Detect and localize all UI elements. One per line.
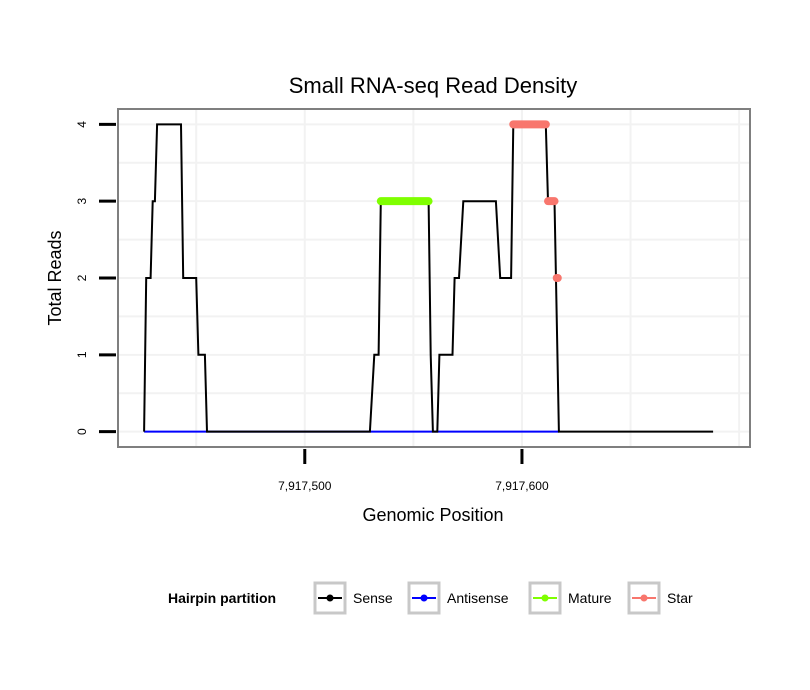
y-tick-label: 0 bbox=[75, 428, 89, 435]
legend-key-point-sense bbox=[326, 594, 334, 602]
y-tick-label: 1 bbox=[75, 351, 89, 358]
series-lines bbox=[143, 120, 714, 433]
y-tick-label: 2 bbox=[75, 274, 89, 281]
legend-key-point-mature bbox=[541, 594, 549, 602]
x-axis-label: Genomic Position bbox=[362, 505, 503, 525]
x-tick-label: 7,917,600 bbox=[495, 479, 549, 493]
grid-lines bbox=[119, 110, 749, 446]
y-tick-label: 3 bbox=[75, 198, 89, 205]
y-tick-label: 4 bbox=[75, 121, 89, 128]
legend-title: Hairpin partition bbox=[168, 590, 276, 606]
x-tick-label: 7,917,500 bbox=[278, 479, 332, 493]
sense-series-line bbox=[143, 123, 714, 433]
legend-key-point-antisense bbox=[420, 594, 428, 602]
legend-label-mature: Mature bbox=[568, 590, 612, 606]
y-axis-label: Total Reads bbox=[45, 230, 65, 325]
chart-title: Small RNA-seq Read Density bbox=[289, 73, 578, 98]
x-axis: 7,917,500 7,917,600 bbox=[278, 449, 549, 493]
legend-keys: Sense Antisense Mature Star bbox=[313, 581, 693, 615]
y-axis: 0 1 2 3 4 bbox=[75, 121, 116, 435]
legend-label-sense: Sense bbox=[353, 590, 393, 606]
legend-label-star: Star bbox=[667, 590, 693, 606]
legend-label-antisense: Antisense bbox=[447, 590, 509, 606]
legend-key-point-star bbox=[640, 594, 648, 602]
legend: Hairpin partition Sense Antisense Mature St… bbox=[168, 581, 693, 615]
